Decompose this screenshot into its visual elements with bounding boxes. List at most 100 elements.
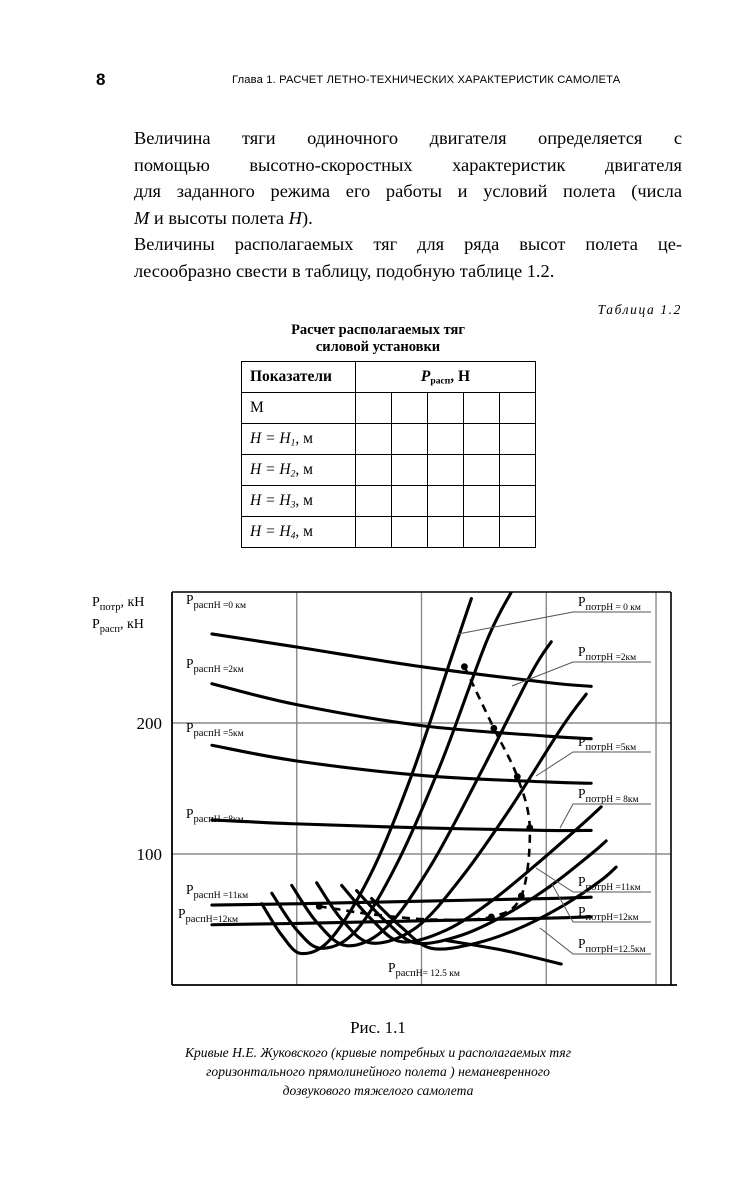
table-cell[interactable] [391,392,428,424]
para2-line1: Величины располагаемых тяг для ряда высо… [134,234,682,254]
thrust-table: Показатели Pрасп, Н М H = H1, м H = H2, … [241,361,536,548]
chart-label-potr-2km: PпотрH =2км [578,644,636,663]
table-cell[interactable] [355,516,392,548]
table-cell[interactable] [463,516,500,548]
table-cell[interactable] [355,392,392,424]
table-header-indicators-text: Показатели [250,368,332,385]
table-cell[interactable] [499,485,536,517]
table-header-prasp-unit: , Н [450,367,471,385]
chart-label-potr-12km: PпотрH=12км [578,904,639,923]
table-header-prasp-sub: расп [430,375,451,387]
table-cell[interactable] [391,454,428,486]
chart-label-rasp-8km: PраспH =8км [186,806,244,825]
chart-label-potr-12_5km: PпотрH=12.5км [578,936,646,955]
symbol-mach: M [134,207,150,228]
table-cell[interactable] [427,516,464,548]
row-label-h3: H = H3, м [241,485,356,517]
running-head: 8 Глава 1. РАСЧЕТ ЛЕТНО-ТЕХНИЧЕСКИХ ХАРА… [0,70,756,94]
table-cell[interactable] [427,392,464,424]
row-label-h1-main: H = H [250,429,291,447]
chapter-title: Глава 1. РАСЧЕТ ЛЕТНО-ТЕХНИЧЕСКИХ ХАРАКТ… [232,74,621,86]
paragraph-2: Величины располагаемых тяг для ряда высо… [98,231,682,284]
chart-label-rasp-11km: PраспH =11км [186,882,248,901]
table-cell[interactable] [463,454,500,486]
body-text: Величина тяги одиночного двигателя опред… [98,125,682,284]
y-axis-label-potr: Pпотр, кН [92,595,144,613]
row-label-h1-sub: 1 [290,437,296,449]
chart-label-rasp-5km: PраспH =5км [186,720,244,739]
table-cell[interactable] [355,423,392,455]
row-label-h2-tail: , м [295,460,313,478]
chart-label-rasp-2km: PраспH =2км [186,656,244,675]
table-cell[interactable] [391,485,428,517]
para1-line4: M и высоты полета H). [98,205,682,232]
row-label-h2-sub: 2 [290,468,296,480]
figure-caption-line2: горизонтального прямолинейного полета ) … [206,1064,550,1079]
row-label-mach: М [241,392,356,424]
row-label-h4: H = H4, м [241,516,356,548]
figure-number: Рис. 1.1 [350,1018,406,1037]
table-row: H = H2, м [241,454,536,486]
chart-label-rasp-12_5km: PраспH= 12.5 км [388,960,460,979]
table-row: H = H1, м [241,423,536,455]
page-number: 8 [96,70,106,89]
y-tick-label: 200 [137,714,163,733]
table-cell[interactable] [391,423,428,455]
para1-line4-tail: ). [301,207,313,228]
table-row: H = H4, м [241,516,536,548]
para1-line2: помощью высотно-скоростных характеристик… [134,154,682,175]
table-cell[interactable] [355,454,392,486]
table-header-indicators: Показатели [241,361,356,393]
paragraph-1: Величина тяги одиночного двигателя опред… [98,125,682,231]
table-title: Расчет располагаемых тяг силовой установ… [0,322,756,356]
para1-line1: Величина тяги одиночного двигателя опред… [134,128,682,148]
row-label-h4-main: H = H [250,522,291,540]
chart-label-rasp-12km: PраспH=12км [178,906,238,925]
symbol-altitude: H [288,207,302,228]
table-title-line1: Расчет располагаемых тяг [291,322,465,338]
table-title-line2: силовой установки [315,339,441,355]
row-label-h3-main: H = H [250,491,291,509]
row-label-h1: H = H1, м [241,423,356,455]
row-label-h2: H = H2, м [241,454,356,486]
table-cell[interactable] [499,423,536,455]
row-label-h3-sub: 3 [290,499,296,511]
table-header-row: Показатели Pрасп, Н [241,361,536,393]
table-row: М [241,392,536,424]
chart-label-potr-11km: PпотрH =11км [578,874,641,893]
figure-caption: Кривые Н.Е. Жуковского (кривые потребных… [126,1043,630,1100]
table-cell[interactable] [499,516,536,548]
table-header-prasp-main: P [420,367,431,385]
row-label-h3-tail: , м [295,491,313,509]
table-cell[interactable] [391,516,428,548]
para2-line2: лесообразно свести в таблицу, подобную т… [134,260,555,281]
table-number: Таблица 1.2 [597,302,682,317]
para1-line4-text: и высоты полета [149,207,289,228]
chart-label-potr-8km: PпотрH = 8км [578,786,639,805]
figure-zhukovsky-curves: PраспH =0 км PраспH =2км PраспH =5км PраспH… [0,576,756,996]
table-cell[interactable] [463,392,500,424]
row-label-mach-text: М [250,399,264,416]
y-tick-label: 100 [137,845,163,864]
row-label-h1-tail: , м [295,429,313,447]
table-cell[interactable] [427,485,464,517]
y-axis-label-rasp: Pрасп, кН [92,617,144,635]
x-axis-end-label: M [681,994,696,996]
table-cell[interactable] [463,423,500,455]
table-cell[interactable] [427,423,464,455]
table-row: H = H3, м [241,485,536,517]
row-label-h4-tail: , м [295,522,313,540]
chart-canvas: PраспH =0 км PраспH =2км PраспH =5км PраспH… [92,591,696,996]
table-cell[interactable] [499,392,536,424]
figure-caption-line3: дозвукового тяжелого самолета [282,1083,474,1098]
table-cell[interactable] [463,485,500,517]
chart-label-potr-0km: PпотрH = 0 км [578,594,641,613]
chart-label-rasp-0km: PраспH =0 км [186,592,246,611]
table-cell[interactable] [499,454,536,486]
table-cell[interactable] [355,485,392,517]
para1-line3: для заданного режима его работы и услови… [134,181,682,201]
figure-caption-line1: Кривые Н.Е. Жуковского (кривые потребных… [184,1045,572,1060]
table-cell[interactable] [427,454,464,486]
row-label-h4-sub: 4 [290,530,296,542]
